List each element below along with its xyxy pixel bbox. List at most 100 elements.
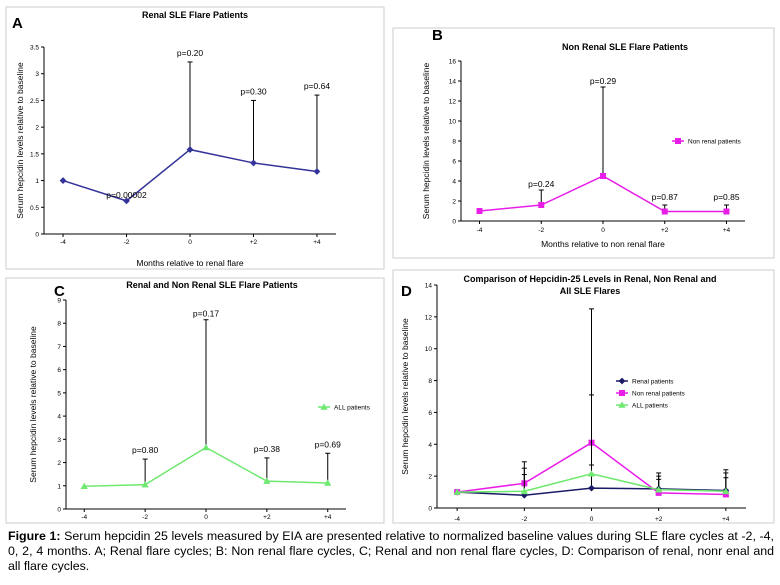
- panel-d-non-renal-patients-point: [655, 489, 662, 496]
- panel-d-x-tick-label: +2: [655, 516, 663, 523]
- panel-b-x-tick-label: -2: [538, 227, 544, 234]
- panel-c-all-patients-point: [141, 481, 149, 488]
- panel-b-legend-non-renal-patients-marker: [675, 138, 681, 144]
- panel-c-x-tick-label: 0: [204, 514, 208, 521]
- caption-text: Serum hepcidin 25 levels measured by EIA…: [8, 529, 774, 573]
- panel-d-frame: [392, 269, 775, 524]
- panel-a-p-value-label: p=0.64: [304, 81, 331, 91]
- panel-b-y-label: Serum hepcidin levels relative to baseli…: [421, 63, 431, 220]
- panel-a-title: Renal SLE Flare Patients: [142, 10, 248, 20]
- panel-b-non-renal-patients-point: [600, 173, 606, 179]
- panel-c-legend-all-patients-marker: [320, 403, 328, 410]
- panel-d-all-patients-point: [587, 470, 596, 477]
- panel-c-y-tick-label: 9: [57, 298, 61, 305]
- panel-d-title: Comparison of Hepcidin-25 Levels in Rena…: [463, 274, 716, 284]
- panel-c-y-tick-label: 4: [57, 414, 61, 421]
- panel-d-all-patients-point: [520, 487, 528, 495]
- panel-d-legend-all-patients-label: ALL patients: [632, 403, 669, 410]
- panel-c-p-value-label: p=0.38: [254, 444, 281, 454]
- panel-b-x-tick-label: +2: [661, 227, 669, 234]
- panel-d-all-patients-point: [453, 488, 461, 495]
- panel-a-y-tick-label: 2.5: [30, 98, 39, 105]
- panel-b-y-tick-label: 16: [449, 59, 457, 66]
- panel-d-x-tick-label: 0: [590, 516, 594, 523]
- panel-a-x-label: Months relative to renal flare: [136, 258, 244, 268]
- panel-a-y-tick-label: 2: [35, 125, 39, 132]
- panel-d-y-tick-label: 6: [428, 410, 432, 417]
- panel-b-p-value-label: p=0.29: [590, 76, 617, 86]
- panel-a-p-value-label: p=0.00002: [106, 190, 147, 200]
- panel-c-y-tick-label: 5: [57, 390, 61, 397]
- panel-d-y-tick-label: 14: [425, 283, 433, 290]
- panel-d-y-tick-label: 2: [428, 474, 432, 481]
- panel-b-p-value-label: p=0.24: [528, 179, 555, 189]
- panel-a-renal-patients-point: [313, 168, 321, 175]
- panel-a-x-tick-label: 0: [188, 239, 192, 246]
- panel-a-frame: [5, 6, 385, 270]
- panel-c-p-value-label: p=0.69: [315, 439, 342, 449]
- panel-d-legend-all-patients-marker: [618, 401, 626, 408]
- panel-b-non-renal-patients-point: [538, 202, 545, 208]
- panel-b-non-renal-patients-point: [661, 208, 668, 215]
- panel-a-y-tick-label: 0.5: [30, 205, 39, 212]
- panel-a-x-tick-label: -2: [124, 239, 130, 246]
- panel-b-y-tick-label: 12: [449, 99, 457, 106]
- panel-c-y-tick-label: 8: [57, 321, 61, 328]
- panel-d-all-patients-point: [722, 487, 730, 495]
- panel-c-x-tick-label: -4: [81, 514, 87, 521]
- panel-b-y-tick-label: 8: [452, 139, 456, 146]
- panel-b-p-value-label: p=0.85: [713, 192, 740, 202]
- panel-a-y-tick-label: 0: [35, 232, 39, 239]
- panel-d-legend-non-renal-patients-label: Non renal patients: [632, 391, 686, 398]
- panel-a-p-value-label: p=0.20: [177, 48, 204, 58]
- panel-b-letter: B: [432, 27, 443, 44]
- panel-b-non-renal-patients-point: [723, 208, 730, 215]
- figure-caption: Figure 1: Serum hepcidin 25 levels measu…: [8, 529, 774, 574]
- panel-d-y-tick-label: 4: [428, 442, 432, 449]
- panel-c-legend-all-patients-label: ALL patients: [334, 405, 371, 412]
- panel-c-y-tick-label: 1: [57, 483, 61, 490]
- panel-b-legend-non-renal-patients-label: Non renal patients: [688, 139, 742, 146]
- panel-a-renal-patients-point: [123, 197, 130, 205]
- panel-c-y-tick-label: 3: [57, 437, 61, 444]
- panel-c-all-patients-point: [202, 443, 210, 451]
- panel-c-x-tick-label: +2: [263, 514, 271, 521]
- panel-d-y-tick-label: 8: [428, 378, 432, 385]
- panel-a-y-label: Serum hepcidin levels relative to baseli…: [15, 62, 25, 219]
- panel-c-y-tick-label: 6: [57, 367, 61, 374]
- panel-c-x-tick-label: +4: [324, 514, 332, 521]
- panel-b-y-tick-label: 4: [452, 179, 456, 186]
- panel-d-y-tick-label: 12: [425, 314, 433, 321]
- panel-d-y-tick-label: 0: [428, 506, 432, 513]
- panel-c-x-tick-label: -2: [142, 514, 148, 521]
- panel-a-y-tick-label: 3.5: [30, 45, 39, 52]
- panel-a-renal-patients-point: [59, 177, 67, 184]
- panel-c-all-patients-point: [263, 477, 271, 484]
- panel-d-x-tick-label: +4: [722, 516, 730, 523]
- panel-d-legend-renal-patients-label: Renal patients: [632, 379, 674, 386]
- panel-a-renal-patients-point: [250, 159, 257, 167]
- panel-b-x-tick-label: -4: [477, 227, 483, 234]
- panel-d-y-label: Serum hepcidin levels relative to baseli…: [400, 318, 410, 475]
- panel-b-non-renal-patients-point: [476, 208, 483, 214]
- panel-c-y-tick-label: 7: [57, 344, 61, 351]
- caption-label: Figure 1:: [8, 529, 61, 543]
- panel-d-x-tick-label: -4: [454, 516, 460, 523]
- panel-d-x-tick-label: -2: [521, 516, 527, 523]
- panel-a-y-tick-label: 3: [35, 71, 39, 78]
- panel-c-letter: C: [54, 283, 65, 300]
- panel-a-x-tick-label: +2: [250, 239, 258, 246]
- panel-a-x-tick-label: -4: [60, 239, 66, 246]
- panel-d-legend-renal-patients-marker: [618, 377, 626, 385]
- panel-d-y-tick-label: 10: [425, 346, 433, 353]
- panel-d-all-patients-point: [655, 486, 663, 493]
- panel-c-y-label: Serum hepcidin levels relative to baseli…: [28, 326, 38, 483]
- panel-d-letter: D: [401, 283, 412, 300]
- panel-b-x-label: Months relative to non renal flare: [541, 239, 665, 249]
- panel-d-legend-non-renal-patients-marker: [619, 390, 625, 396]
- panel-b-frame: [392, 27, 775, 259]
- panel-c-y-tick-label: 0: [57, 507, 61, 514]
- panel-d-non-renal-patients-point: [722, 491, 729, 498]
- panel-c-title: Renal and Non Renal SLE Flare Patients: [126, 280, 298, 290]
